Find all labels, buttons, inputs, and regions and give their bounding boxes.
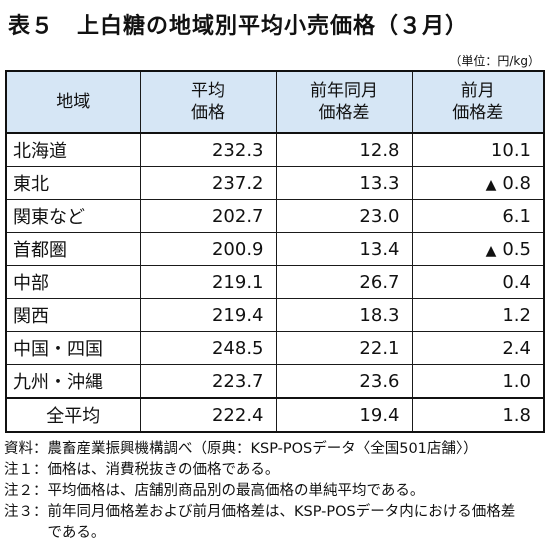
table-row: 北海道 232.3 12.8 10.1 bbox=[5, 132, 545, 167]
region-cell: 北海道 bbox=[5, 132, 141, 167]
unit-label: （単位：円/kg） bbox=[449, 54, 540, 68]
region-cell: 中部 bbox=[5, 265, 141, 299]
region-cell: 九州・沖縄 bbox=[5, 364, 141, 399]
region-cell: 関西 bbox=[5, 298, 141, 332]
yoy-diff-cell: 13.3 bbox=[275, 166, 413, 200]
region-cell: 首都圏 bbox=[5, 232, 141, 266]
yoy-diff-cell: 13.4 bbox=[275, 232, 413, 266]
mom-diff-cell: 1.0 bbox=[411, 364, 545, 399]
region-cell: 関東など bbox=[5, 199, 141, 233]
mom-diff-cell: 1.8 bbox=[411, 397, 545, 433]
note-source: 資料： 農畜産業振興機構調べ（原典：KSP-POSデータ〈全国501店舗〉） bbox=[4, 441, 478, 457]
table-row: 関東など 202.7 23.0 6.1 bbox=[5, 199, 545, 233]
table-row: 東北 237.2 13.3 ▲ 0.8 bbox=[5, 166, 545, 200]
avg-price-cell: 219.4 bbox=[139, 298, 277, 332]
avg-price-cell: 202.7 bbox=[139, 199, 277, 233]
yoy-diff-cell: 22.1 bbox=[275, 331, 413, 365]
total-row: 全平均 222.4 19.4 1.8 bbox=[5, 397, 545, 433]
avg-price-cell: 237.2 bbox=[139, 166, 277, 200]
decrease-mark: ▲ bbox=[485, 242, 497, 259]
region-cell: 中国・四国 bbox=[5, 331, 141, 365]
avg-price-cell: 232.3 bbox=[139, 132, 277, 167]
region-cell: 全平均 bbox=[5, 397, 141, 433]
header-region: 地域 bbox=[5, 70, 141, 134]
yoy-diff-cell: 26.7 bbox=[275, 265, 413, 299]
header-yoy-diff: 前年同月 価格差 bbox=[275, 70, 413, 134]
mom-diff-cell: 10.1 bbox=[411, 132, 545, 167]
note-3: 注３： 前年同月価格差および前月価格差は、KSP-POSデータ内における価格差であ… bbox=[4, 504, 516, 541]
mom-diff-cell: 2.4 bbox=[411, 331, 545, 365]
note-2: 注２： 平均価格は、店舗別商品別の最高価格の単純平均である。 bbox=[4, 483, 425, 499]
note-1: 注１： 価格は、消費税抜きの価格である。 bbox=[4, 462, 280, 478]
yoy-diff-cell: 23.0 bbox=[275, 199, 413, 233]
decrease-mark: ▲ bbox=[485, 176, 497, 193]
mom-diff-cell: ▲ 0.8 bbox=[411, 166, 545, 200]
table-row: 九州・沖縄 223.7 23.6 1.0 bbox=[5, 364, 545, 399]
mom-diff-cell: 6.1 bbox=[411, 199, 545, 233]
yoy-diff-cell: 19.4 bbox=[275, 397, 413, 433]
avg-price-cell: 223.7 bbox=[139, 364, 277, 399]
header-row: 地域 平均 価格 前年同月 価格差 前月 価格差 bbox=[5, 70, 545, 134]
header-mom-diff: 前月 価格差 bbox=[411, 70, 545, 134]
table-row: 中部 219.1 26.7 0.4 bbox=[5, 265, 545, 299]
mom-diff-cell: ▲ 0.5 bbox=[411, 232, 545, 266]
mom-diff-cell: 1.2 bbox=[411, 298, 545, 332]
avg-price-cell: 219.1 bbox=[139, 265, 277, 299]
table-row: 中国・四国 248.5 22.1 2.4 bbox=[5, 331, 545, 365]
page-title: 表５ 上白糖の地域別平均小売価格（３月） bbox=[8, 14, 469, 39]
table-row: 首都圏 200.9 13.4 ▲ 0.5 bbox=[5, 232, 545, 266]
notes: 資料： 農畜産業振興機構調べ（原典：KSP-POSデータ〈全国501店舗〉） 注１… bbox=[4, 439, 544, 544]
price-table: 地域 平均 価格 前年同月 価格差 前月 価格差 北海道 232.3 12.8 10.… bbox=[5, 70, 545, 433]
region-cell: 東北 bbox=[5, 166, 141, 200]
yoy-diff-cell: 23.6 bbox=[275, 364, 413, 399]
mom-diff-cell: 0.4 bbox=[411, 265, 545, 299]
table-row: 関西 219.4 18.3 1.2 bbox=[5, 298, 545, 332]
avg-price-cell: 200.9 bbox=[139, 232, 277, 266]
avg-price-cell: 222.4 bbox=[139, 397, 277, 433]
avg-price-cell: 248.5 bbox=[139, 331, 277, 365]
yoy-diff-cell: 18.3 bbox=[275, 298, 413, 332]
yoy-diff-cell: 12.8 bbox=[275, 132, 413, 167]
header-avg-price: 平均 価格 bbox=[139, 70, 277, 134]
